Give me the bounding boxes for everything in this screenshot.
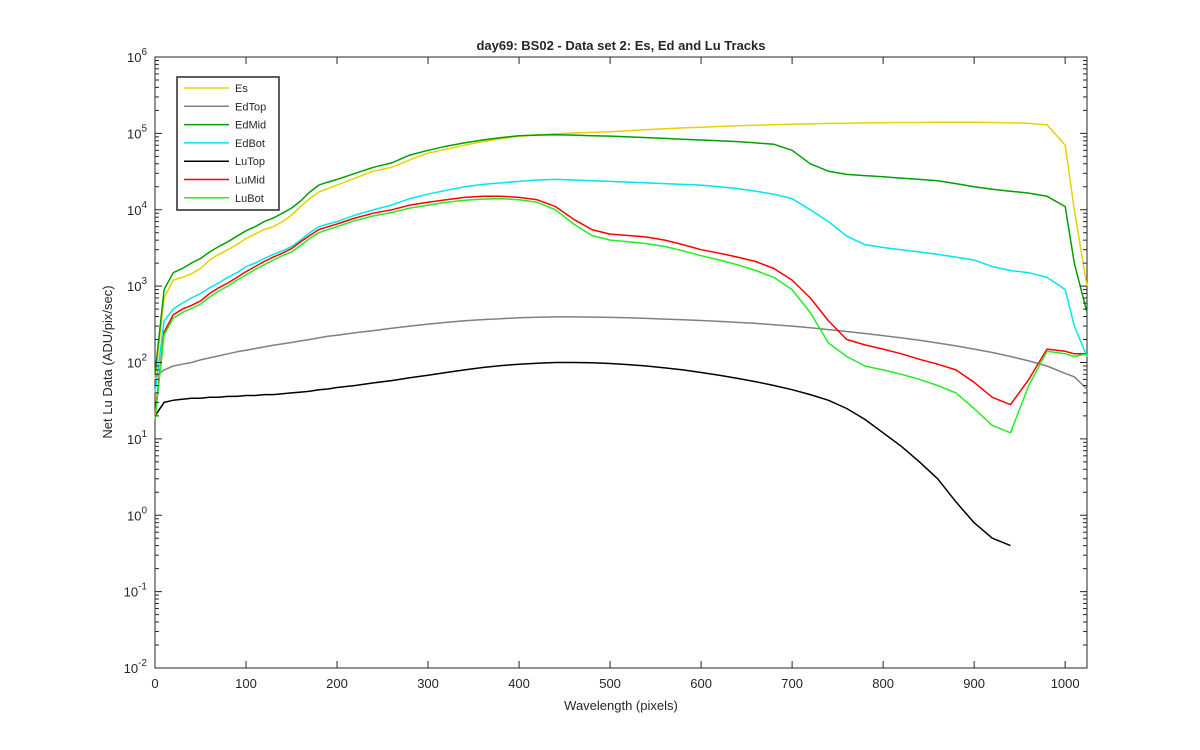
y-axis-label: Net Lu Data (ADU/pix/sec)	[100, 285, 115, 438]
x-tick-label: 600	[690, 676, 712, 691]
legend-label-es: Es	[235, 83, 248, 95]
plot-area	[155, 57, 1087, 668]
legend-label-lutop: LuTop	[235, 156, 265, 168]
x-tick-label: 800	[872, 676, 894, 691]
x-axis-label: Wavelength (pixels)	[564, 698, 678, 713]
legend-label-lumid: LuMid	[235, 175, 265, 187]
legend-label-edbot: EdBot	[235, 138, 265, 150]
x-tick-label: 300	[417, 676, 439, 691]
x-tick-label: 0	[151, 676, 158, 691]
chart: day69: BS02 - Data set 2: Es, Ed and Lu …	[0, 0, 1200, 750]
chart-title: day69: BS02 - Data set 2: Es, Ed and Lu …	[476, 38, 765, 53]
x-tick-label: 700	[781, 676, 803, 691]
legend-label-lubot: LuBot	[235, 193, 264, 205]
legend-label-edmid: EdMid	[235, 120, 266, 132]
legend-label-edtop: EdTop	[235, 101, 266, 113]
x-tick-label: 200	[326, 676, 348, 691]
x-tick-label: 900	[963, 676, 985, 691]
x-tick-label: 100	[235, 676, 257, 691]
x-tick-label: 400	[508, 676, 530, 691]
x-tick-label: 1000	[1051, 676, 1080, 691]
x-tick-label: 500	[599, 676, 621, 691]
legend: Es EdTop EdMid EdBot LuTop LuMid LuBot	[177, 77, 279, 210]
